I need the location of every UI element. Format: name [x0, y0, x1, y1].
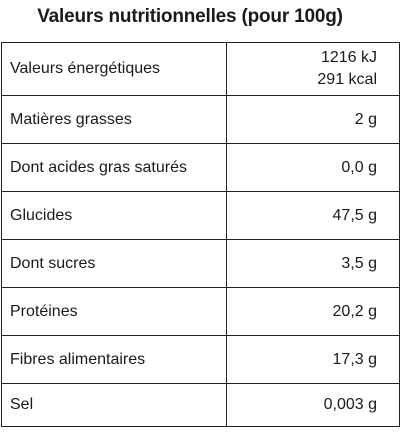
nutrient-value: 0,003 g — [226, 383, 400, 427]
nutrient-value: 0,0 g — [226, 143, 400, 192]
nutrient-value: 1216 kJ 291 kcal — [226, 42, 400, 96]
value-line: 291 kcal — [317, 71, 377, 88]
table-row: Valeurs énergétiques 1216 kJ 291 kcal — [1, 42, 400, 96]
nutrient-label: Glucides — [1, 191, 227, 240]
nutrient-value: 3,5 g — [226, 239, 400, 288]
nutrient-value: 20,2 g — [226, 287, 400, 336]
table-row: Matières grasses 2 g — [1, 95, 400, 144]
value-line: 1216 kJ — [320, 49, 377, 66]
table-row: Glucides 47,5 g — [1, 191, 400, 240]
nutrient-label: Dont sucres — [1, 239, 227, 288]
nutrition-table: Valeurs énergétiques 1216 kJ 291 kcal Matiè… — [1, 42, 400, 427]
table-row: Protéines 20,2 g — [1, 287, 400, 336]
nutrient-label: Matières grasses — [1, 95, 227, 144]
nutrient-label: Valeurs énergétiques — [1, 42, 227, 96]
nutrient-label: Dont acides gras saturés — [1, 143, 227, 192]
nutrient-label: Sel — [1, 383, 227, 427]
table-row: Sel 0,003 g — [1, 383, 400, 427]
table-title: Valeurs nutritionnelles (pour 100g) — [37, 6, 343, 27]
nutrient-value: 2 g — [226, 95, 400, 144]
nutrient-label: Fibres alimentaires — [1, 335, 227, 384]
nutrient-label: Protéines — [1, 287, 227, 336]
nutrient-value: 17,3 g — [226, 335, 400, 384]
nutrient-value: 47,5 g — [226, 191, 400, 240]
table-row: Dont sucres 3,5 g — [1, 239, 400, 288]
table-row: Fibres alimentaires 17,3 g — [1, 335, 400, 384]
table-row: Dont acides gras saturés 0,0 g — [1, 143, 400, 192]
